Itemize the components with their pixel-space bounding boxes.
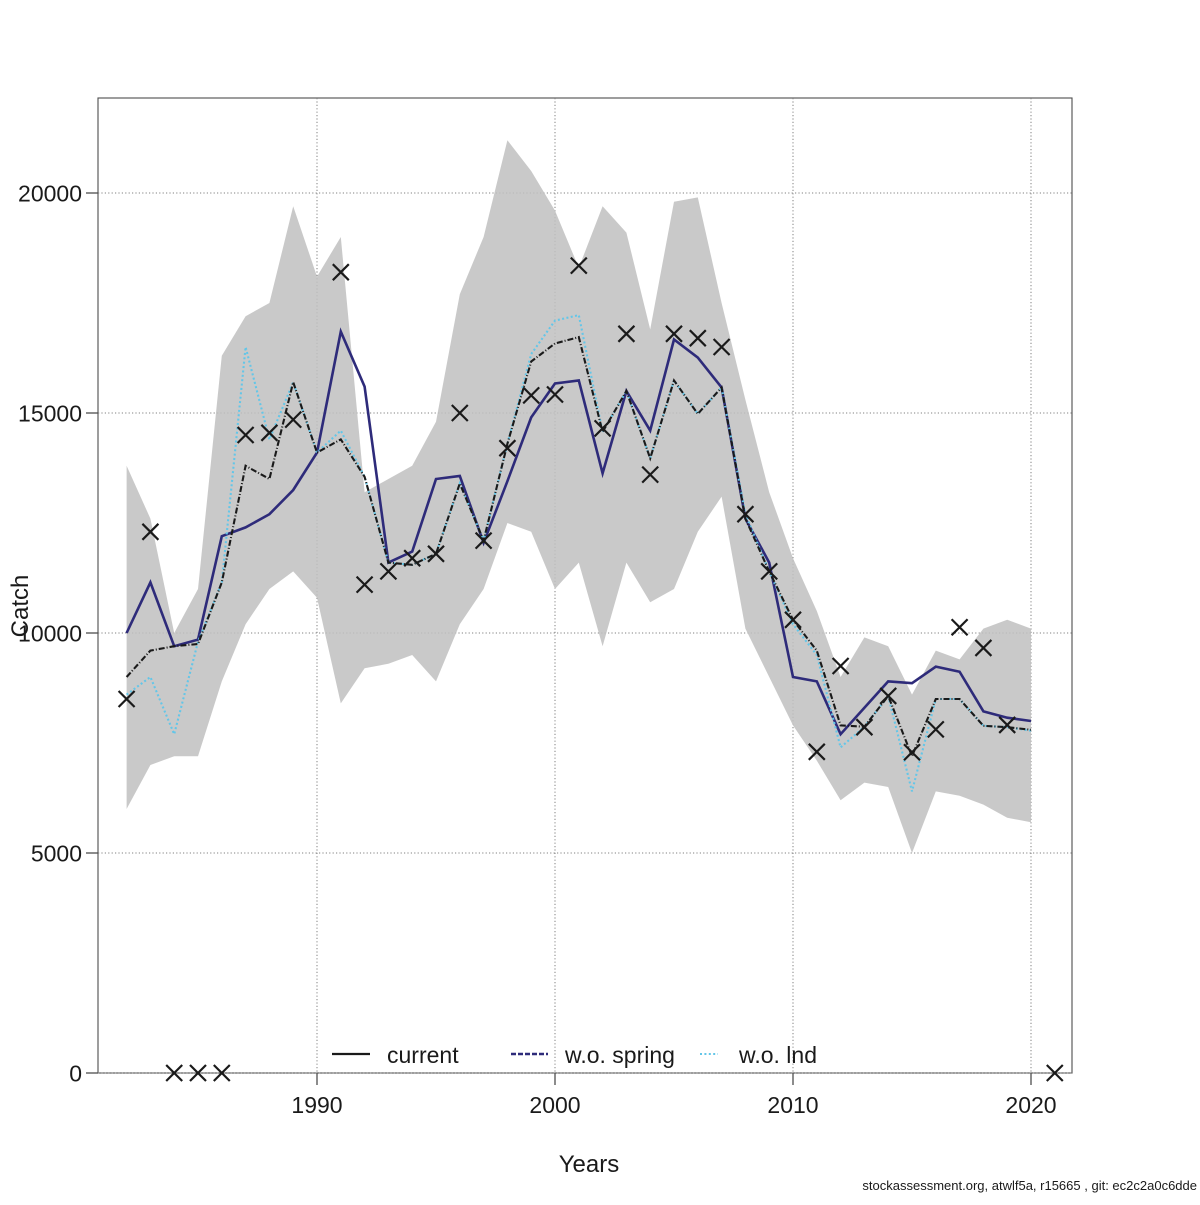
svg-text:2010: 2010 [767, 1092, 818, 1118]
svg-text:20000: 20000 [18, 181, 82, 207]
svg-text:Years: Years [559, 1151, 620, 1178]
svg-text:2020: 2020 [1005, 1092, 1056, 1118]
svg-text:5000: 5000 [31, 841, 82, 867]
svg-text:w.o. spring: w.o. spring [564, 1042, 675, 1068]
svg-text:0: 0 [69, 1061, 82, 1087]
svg-text:Catch: Catch [7, 575, 34, 638]
svg-text:1990: 1990 [291, 1092, 342, 1118]
svg-text:stockassessment.org, atwlf5a,: stockassessment.org, atwlf5a, r15665 , g… [862, 1178, 1197, 1193]
svg-text:2000: 2000 [529, 1092, 580, 1118]
svg-text:current: current [387, 1042, 459, 1068]
svg-text:w.o. lnd: w.o. lnd [738, 1042, 817, 1068]
svg-text:15000: 15000 [18, 401, 82, 427]
